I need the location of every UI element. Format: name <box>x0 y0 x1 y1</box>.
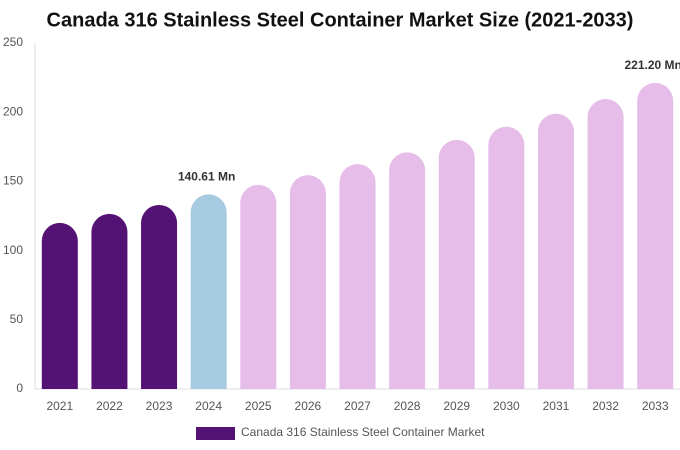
bar <box>91 213 128 389</box>
bar <box>240 184 277 389</box>
bar <box>389 152 426 389</box>
y-tick-label: 250 <box>3 35 23 49</box>
y-tick-label: 0 <box>16 381 23 395</box>
x-tick-label: 2031 <box>543 399 570 413</box>
x-tick-label: 2029 <box>443 399 470 413</box>
bar <box>587 99 624 389</box>
x-tick-label: 2026 <box>295 399 322 413</box>
x-tick-label: 2030 <box>493 399 520 413</box>
chart-title: Canada 316 Stainless Steel Container Mar… <box>47 9 634 31</box>
legend-swatch <box>196 427 235 440</box>
value-label: 140.61 Mn <box>178 170 235 184</box>
bar <box>537 113 574 390</box>
x-tick-label: 2021 <box>46 399 73 413</box>
y-tick-label: 50 <box>10 312 24 326</box>
bar <box>637 82 674 390</box>
x-tick-label: 2033 <box>642 399 669 413</box>
legend-label: Canada 316 Stainless Steel Container Mar… <box>241 425 485 439</box>
bar <box>488 126 525 390</box>
bar <box>141 204 178 389</box>
y-tick-label: 150 <box>3 174 23 188</box>
bar <box>438 139 475 389</box>
x-tick-label: 2027 <box>344 399 371 413</box>
bar <box>289 175 326 389</box>
x-tick-label: 2024 <box>195 399 222 413</box>
value-label: 221.20 Mn <box>625 58 680 72</box>
x-tick-label: 2028 <box>394 399 421 413</box>
x-tick-label: 2023 <box>146 399 173 413</box>
bar <box>339 164 376 389</box>
x-tick-label: 2025 <box>245 399 272 413</box>
y-tick-label: 200 <box>3 104 23 118</box>
bar <box>41 222 78 389</box>
bar <box>190 194 227 389</box>
x-tick-label: 2032 <box>592 399 619 413</box>
x-tick-label: 2022 <box>96 399 123 413</box>
y-tick-label: 100 <box>3 243 23 257</box>
